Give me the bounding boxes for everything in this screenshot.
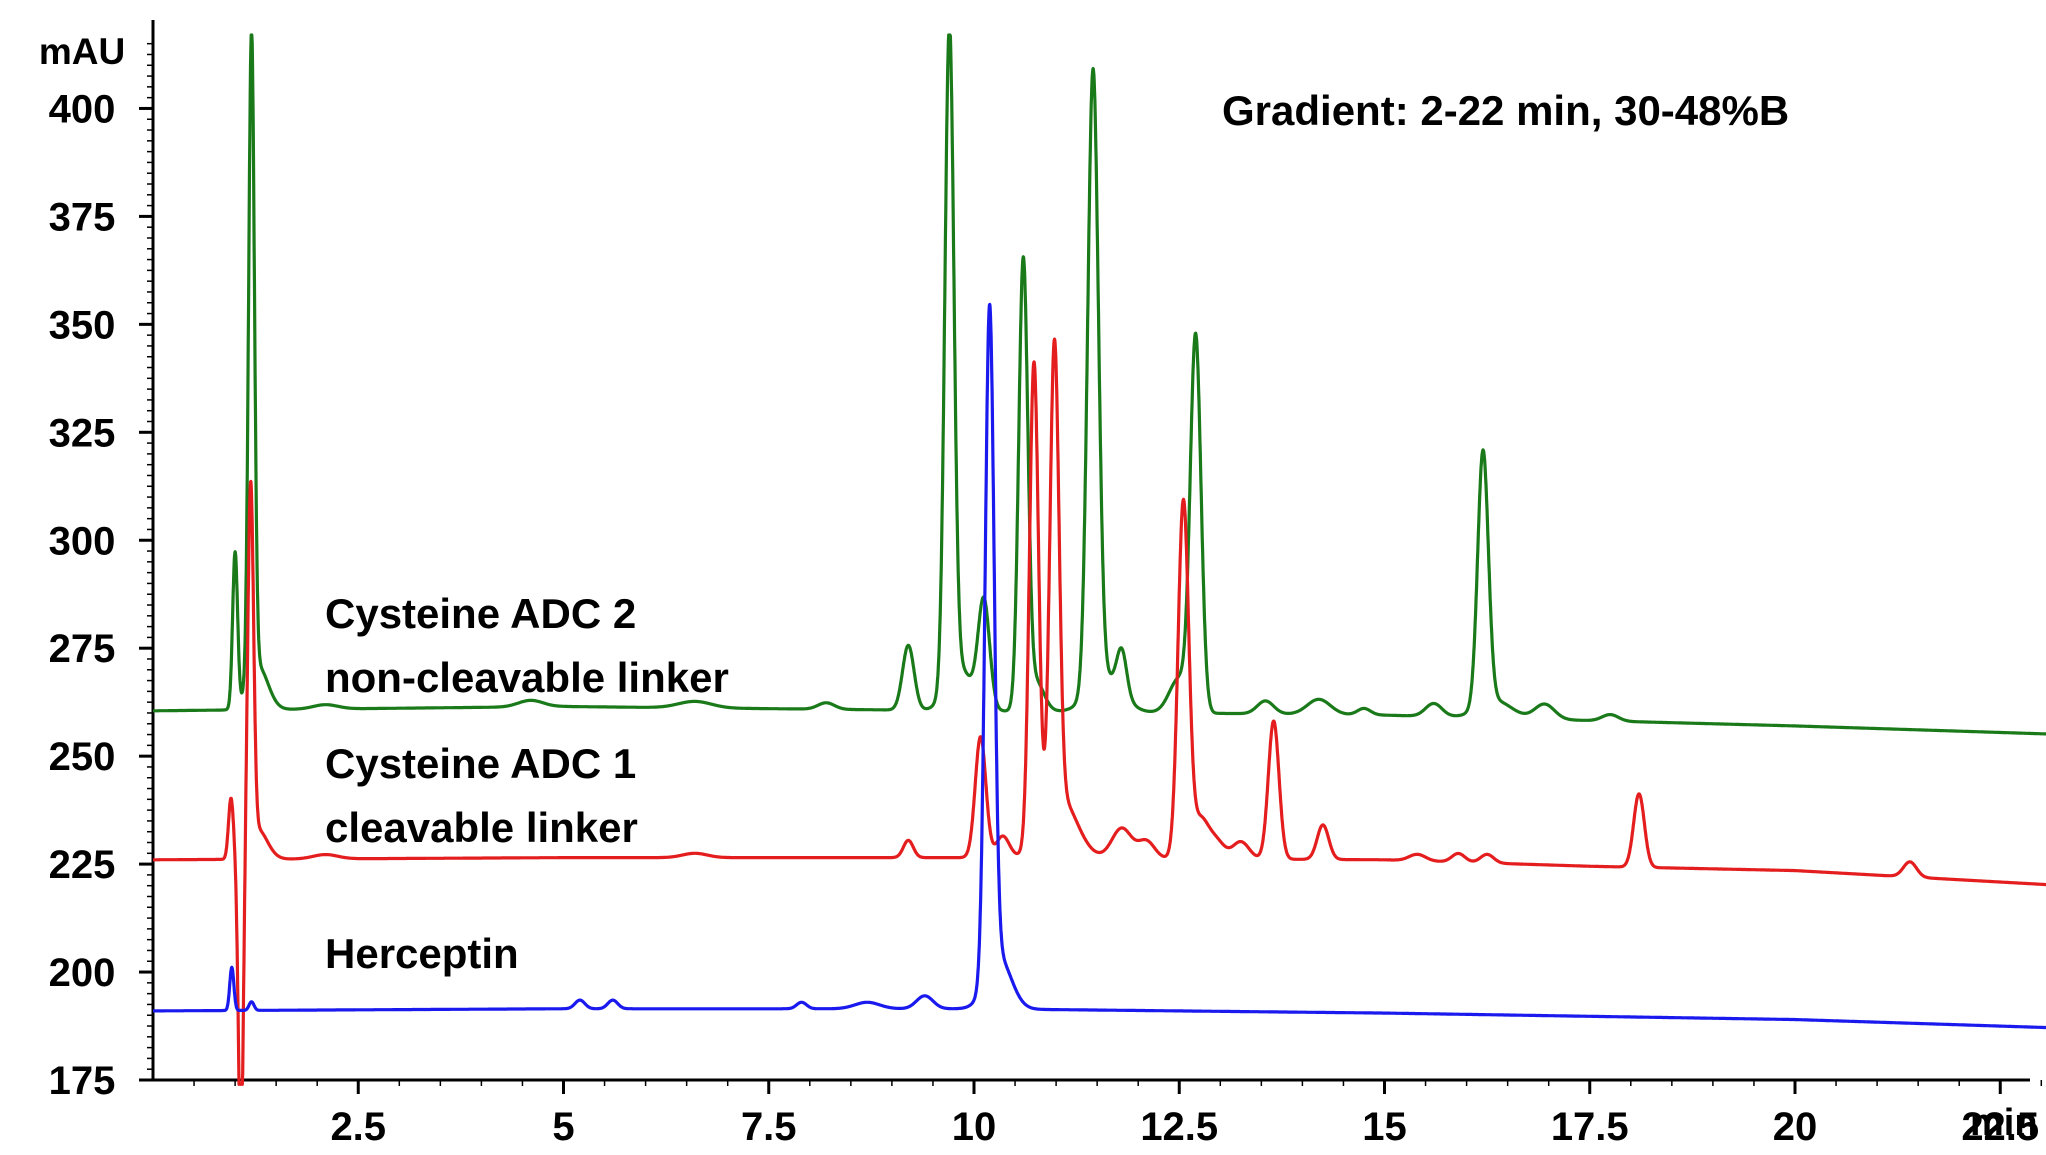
x-tick-label: 7.5	[741, 1105, 797, 1149]
x-tick-label: 12.5	[1140, 1105, 1218, 1149]
minor-ticks	[147, 42, 2043, 1086]
y-axis-ticks: 175 200 225 250 275 300 325 350 375 400	[49, 87, 153, 1103]
series-label-adc1-line1: Cysteine ADC 1	[325, 740, 636, 787]
x-axis-label: min	[1970, 1102, 2038, 1144]
x-tick-label: 10	[952, 1105, 997, 1149]
series-line-1	[151, 337, 2046, 1086]
series-label-adc1-line2: cleavable linker	[325, 804, 638, 851]
x-tick-label: 17.5	[1551, 1105, 1629, 1149]
x-tick-label: 5	[552, 1105, 574, 1149]
series-label-adc2-line2: non-cleavable linker	[325, 654, 729, 701]
series-lines	[151, 33, 2046, 1086]
y-tick-label: 250	[49, 735, 116, 779]
y-tick-label: 325	[49, 411, 116, 455]
y-tick-label: 350	[49, 303, 116, 347]
x-axis-ticks: 2.5 5 7.5 10 12.5 15 17.5 20 22.5	[330, 1080, 2039, 1149]
y-axis-label: mAU	[39, 31, 125, 72]
x-tick-label: 2.5	[330, 1105, 386, 1149]
series-line-2	[151, 302, 2046, 1030]
gradient-annotation: Gradient: 2-22 min, 30-48%B	[1222, 87, 1789, 134]
x-tick-label: 20	[1773, 1105, 1818, 1149]
y-tick-label: 175	[49, 1059, 116, 1103]
y-tick-label: 225	[49, 843, 116, 887]
y-tick-label: 275	[49, 627, 116, 671]
x-tick-label: 15	[1362, 1105, 1407, 1149]
y-tick-label: 200	[49, 951, 116, 995]
y-tick-label: 375	[49, 195, 116, 239]
series-label-herceptin: Herceptin	[325, 930, 519, 977]
series-label-adc2-line1: Cysteine ADC 2	[325, 590, 636, 637]
series-line-0	[151, 33, 2046, 736]
x-tick-label: 22.5	[1961, 1105, 2039, 1149]
y-tick-label: 300	[49, 519, 116, 563]
y-tick-label: 400	[49, 87, 116, 131]
